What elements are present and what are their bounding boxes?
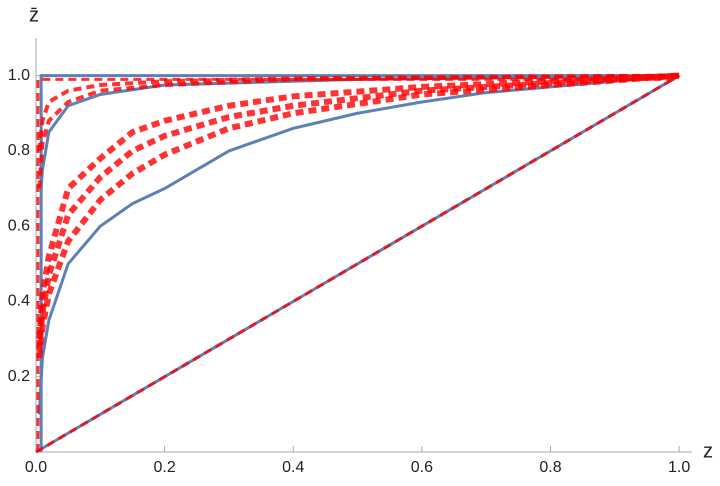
x-tick-label: 0.0 bbox=[25, 459, 47, 476]
x-tick-label: 0.6 bbox=[411, 459, 433, 476]
y-tick-label: 1.0 bbox=[8, 67, 30, 84]
series-line bbox=[36, 77, 680, 452]
x-tick-label: 0.2 bbox=[154, 459, 176, 476]
series-line bbox=[37, 74, 680, 415]
x-tick-label: 0.8 bbox=[539, 459, 561, 476]
y-tick-label: 0.2 bbox=[8, 368, 30, 385]
x-axis-label: z bbox=[703, 440, 713, 462]
x-tick-label: 1.0 bbox=[668, 459, 690, 476]
y-axis-label: z̄ bbox=[29, 4, 39, 26]
series-line bbox=[36, 72, 680, 359]
y-tick-label: 0.4 bbox=[8, 293, 30, 310]
x-tick-label: 0.4 bbox=[282, 459, 304, 476]
series-line bbox=[35, 74, 680, 454]
y-tick-label: 0.6 bbox=[8, 217, 30, 234]
series-line bbox=[36, 72, 680, 340]
y-tick-label: 0.8 bbox=[8, 142, 30, 159]
series-line bbox=[36, 72, 680, 351]
series-line bbox=[37, 73, 680, 189]
